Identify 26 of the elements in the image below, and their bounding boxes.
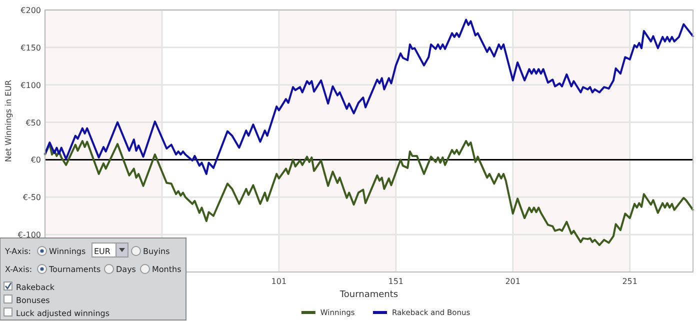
text: Luck adjusted winnings [16,309,110,318]
y-tick-label: €-50 [22,193,41,202]
y-tick-label: €0 [30,156,41,165]
x-tick-label: 101 [271,277,287,286]
text: Rakeback [16,283,55,292]
annotation: Days [116,265,136,274]
x-tick-label: 251 [622,277,638,286]
y-tick-label: €50 [26,118,41,128]
annotation: Months [152,265,182,274]
y-tick-label: €200 [20,6,41,15]
line-series [44,140,694,246]
x-tick-label: 201 [505,277,521,286]
text: Bonuses [16,296,50,305]
x-tick-label: 151 [388,277,404,286]
y-axis-title: Net Winnings in EUR [4,80,13,162]
text: Y-Axis: [4,247,31,256]
y-tick-label: €-100 [18,230,41,240]
annotation: Tournaments [48,265,101,274]
y-tick-label: €150 [20,43,41,52]
line-series [44,18,694,175]
y-tick-label: €100 [20,80,41,90]
text: X-Axis: [5,265,32,274]
annotation: EUR [94,247,111,256]
x-axis-title: Tournaments [338,290,398,300]
annotation: Buyins [143,247,170,256]
annotation: Winnings [49,247,86,256]
